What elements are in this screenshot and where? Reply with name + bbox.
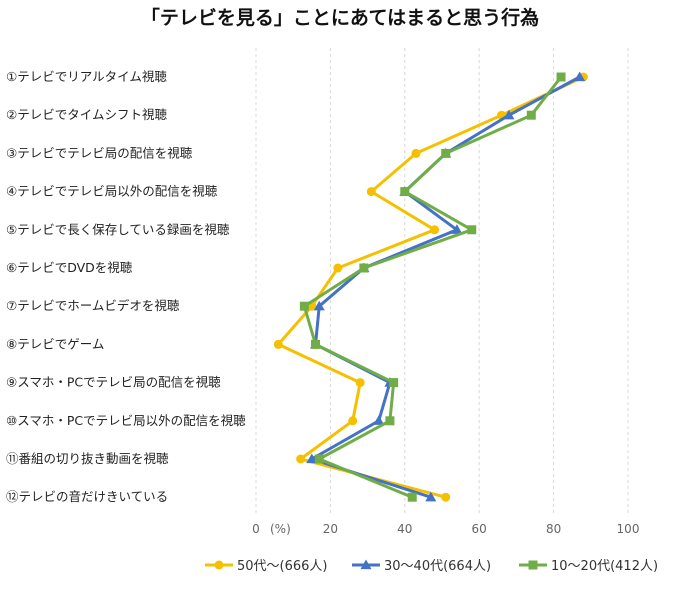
legend-item: 10～20代(412人): [519, 559, 658, 574]
data-point: [451, 224, 463, 234]
legend-label: 10～20代(412人): [551, 559, 658, 574]
data-point: [503, 109, 515, 120]
data-point: [407, 492, 417, 502]
data-point: [556, 72, 566, 82]
category-label: ⑩スマホ・PCでテレビ局以外の配信を視聴: [6, 413, 246, 428]
category-label: ④テレビでテレビ局以外の配信を視聴: [6, 184, 218, 199]
data-point: [400, 187, 410, 197]
data-point: [430, 225, 440, 235]
data-point: [373, 415, 385, 425]
category-label: ①テレビでリアルタイム視聴: [6, 69, 167, 84]
data-point: [359, 263, 369, 273]
category-label: ⑧テレビでゲーム: [6, 336, 104, 351]
category-label: ⑤テレビで長く保存している録画を視聴: [6, 222, 230, 237]
data-point: [425, 491, 437, 502]
data-point: [311, 339, 321, 349]
data-point: [385, 416, 395, 426]
data-point: [313, 300, 325, 311]
legend-label: 30～40代(664人): [384, 559, 491, 574]
legend-item: 30～40代(664人): [352, 559, 491, 574]
data-point: [366, 187, 376, 197]
legend-label: 50代～(666人): [237, 559, 328, 574]
x-tick-label: 80: [546, 522, 561, 536]
category-label: ⑪番組の切り抜き動画を視聴: [6, 451, 169, 466]
x-axis-unit-label: (%): [270, 522, 291, 536]
data-point: [441, 492, 451, 502]
series-line: [276, 75, 584, 499]
legend-marker: [528, 560, 538, 570]
x-tick-label: 0: [252, 522, 260, 536]
data-point: [389, 378, 399, 388]
data-point: [355, 378, 365, 388]
data-point: [441, 148, 451, 158]
category-label: ③テレビでテレビ局の配信を視聴: [6, 145, 193, 160]
legend-marker: [214, 560, 224, 570]
series-1: [306, 71, 586, 502]
category-labels: ①テレビでリアルタイム視聴 ②テレビでタイムシフト視聴 ③テレビでテレビ局の配信を視…: [6, 69, 246, 504]
category-label: ⑥テレビでDVDを視聴: [6, 260, 133, 275]
legend-marker: [360, 559, 372, 570]
data-point: [574, 71, 586, 82]
x-axis-ticks: 0 20 40 60 80 100: [252, 522, 639, 536]
chart-title: 「テレビを見る」ことにあてはまると思う行為: [141, 6, 539, 29]
series-0: [273, 72, 588, 502]
x-tick-label: 40: [397, 522, 412, 536]
x-tick-label: 20: [323, 522, 338, 536]
category-label: ⑦テレビでホームビデオを視聴: [6, 298, 180, 313]
series-group: [273, 71, 588, 502]
x-tick-label: 100: [617, 522, 640, 536]
category-label: ⑨スマホ・PCでテレビ局の配信を視聴: [6, 375, 221, 390]
category-label: ②テレビでタイムシフト視聴: [6, 107, 167, 122]
data-point: [526, 110, 536, 120]
data-point: [273, 339, 283, 349]
data-point: [467, 225, 477, 235]
legend: 50代～(666人) 30～40代(664人) 10～20代(412人): [205, 559, 658, 574]
data-point: [411, 148, 421, 158]
data-point: [348, 416, 358, 426]
grid: [255, 48, 629, 515]
legend-item: 50代～(666人): [205, 559, 328, 574]
series-line: [310, 75, 581, 499]
data-point: [314, 454, 324, 464]
x-tick-label: 60: [472, 522, 487, 536]
data-point: [333, 263, 343, 273]
data-point: [296, 454, 306, 464]
series-2: [299, 72, 566, 502]
series-line: [302, 76, 563, 499]
data-point: [299, 301, 309, 311]
category-label: ⑫テレビの音だけきいている: [6, 489, 168, 504]
data-point: [306, 453, 318, 464]
